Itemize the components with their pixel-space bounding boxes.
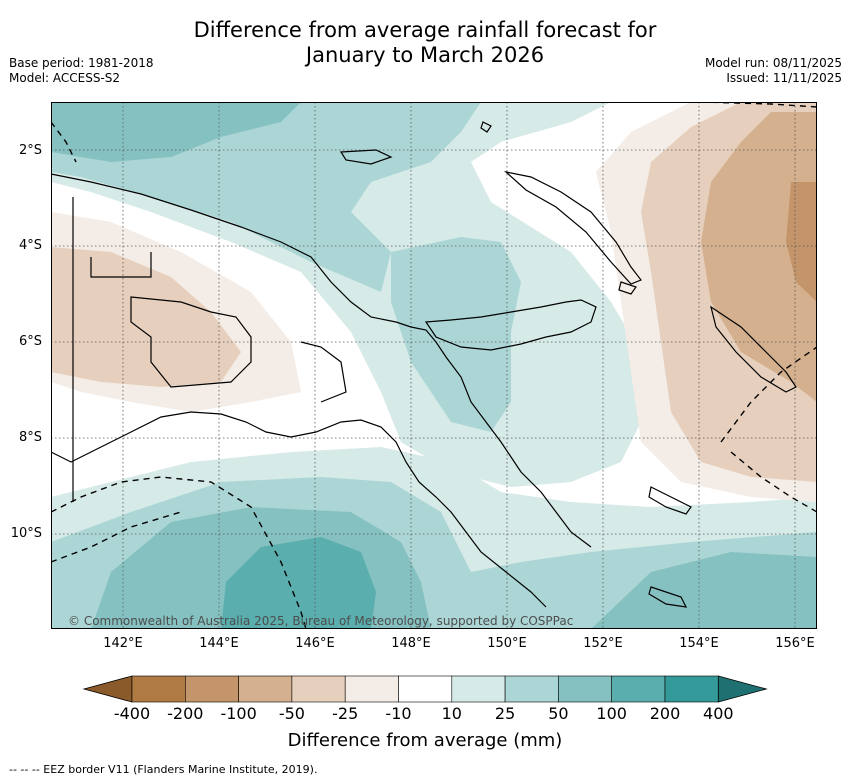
colorbar [82,675,768,703]
colorbar-label: Difference from average (mm) [287,730,563,751]
colorbar-swatch [238,675,293,703]
colorbar-swatch [344,675,399,703]
model-name: Model: ACCESS-S2 [9,71,121,85]
colorbar-swatch [558,675,612,703]
lon-label-148e: 148°E [391,636,431,651]
colorbar-swatch [131,675,186,703]
colorbar-swatch [398,675,453,703]
chart-title: Difference from average rainfall forecas… [0,18,850,68]
colorbar-swatch [291,675,346,703]
lon-label-156e: 156°E [775,636,815,651]
wet-region-north-100 [51,102,301,162]
lat-label-10s: 10°S [10,526,42,541]
meta-right: Model run: 08/11/2025 Issued: 11/11/2025 [705,56,842,86]
colorbar-extend-high [717,675,768,703]
colorbar-extend-low [82,675,133,703]
wet-region-se-100 [591,552,817,629]
colorbar-tick-label: 100 [596,704,627,723]
lat-label-6s: 6°S [18,334,42,349]
copyright-credit: © Commonwealth of Australia 2025, Bureau… [68,614,574,628]
dry-region-west-25 [51,247,241,387]
colorbar-swatch [664,675,719,703]
colorbar-tick-label: 25 [494,704,516,723]
meta-left: Base period: 1981-2018 Model: ACCESS-S2 [9,56,154,86]
colorbar-tick-label: -200 [167,704,204,723]
colorbar-tick-label: -100 [220,704,257,723]
eez-legend-note: -- -- -- EEZ border V11 (Flanders Marine… [9,763,318,776]
dry-region-east-100 [786,182,817,302]
wet-region-central-50 [391,237,521,432]
colorbar-swatch [185,675,239,703]
issued-date: Issued: 11/11/2025 [726,71,842,85]
model-run: Model run: 08/11/2025 [704,56,842,70]
title-line-2: January to March 2026 [305,43,545,67]
lon-label-144e: 144°E [199,636,239,651]
colorbar-tick-label: -400 [113,704,151,723]
colorbar-tick-label: -25 [332,704,359,723]
colorbar-tick-label: 50 [548,704,569,723]
title-line-1: Difference from average rainfall forecas… [193,18,657,42]
colorbar-swatch [504,675,559,703]
colorbar-tick-label: 200 [649,704,681,723]
colorbar-tick-label: -10 [385,704,412,723]
lat-label-2s: 2°S [18,143,42,158]
colorbar-tick-label: 400 [703,704,734,723]
lon-label-146e: 146°E [295,636,335,651]
rainfall-map [51,102,817,629]
dry-region-east-50 [701,112,817,402]
wet-region-south-200 [221,537,376,629]
colorbar-swatch [611,675,666,703]
lon-label-152e: 152°E [583,636,623,651]
coastlines [51,121,797,608]
lon-label-154e: 154°E [679,636,719,651]
colorbar-swatch [451,675,506,703]
base-period: Base period: 1981-2018 [9,56,154,70]
lat-label-8s: 8°S [18,430,42,445]
colorbar-tick-label: -50 [278,704,305,723]
colorbar-tick-label: 10 [441,704,462,723]
lon-label-150e: 150°E [487,636,527,651]
lon-label-142e: 142°E [103,636,143,651]
lat-label-4s: 4°S [18,238,42,253]
map-canvas [51,102,817,629]
